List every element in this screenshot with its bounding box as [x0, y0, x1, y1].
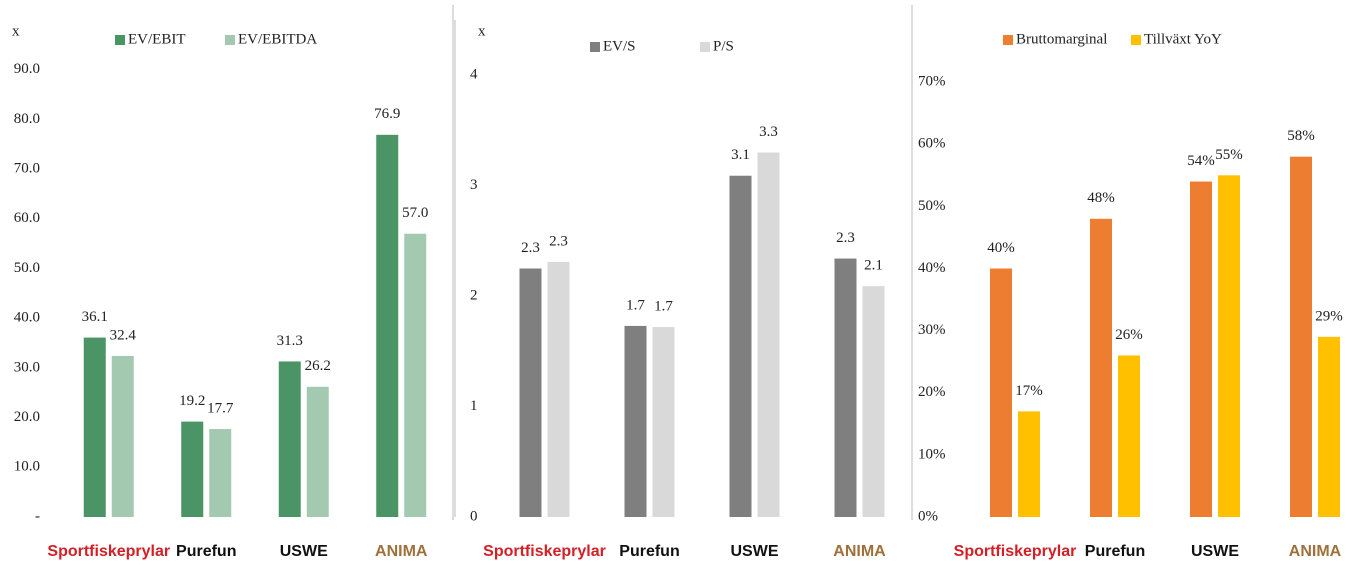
y-tick-label: 4: [470, 67, 478, 83]
data-label: 32.4: [110, 327, 137, 343]
legend-swatch: [590, 42, 600, 52]
category-label: ANIMA: [375, 543, 428, 560]
data-label: 1.7: [626, 297, 645, 313]
legend-swatch: [700, 42, 710, 52]
y-tick-label: 60.0: [14, 210, 40, 226]
category-label: Purefun: [176, 543, 236, 560]
data-label: 54%: [1187, 153, 1215, 169]
data-label: 17%: [1015, 383, 1043, 399]
y-tick-label: 40%: [918, 260, 946, 276]
bar: [111, 355, 134, 517]
data-label: 48%: [1087, 190, 1115, 206]
y-tick-label: 70.0: [14, 161, 40, 177]
data-label: 2.3: [549, 233, 568, 249]
y-tick-label: 40.0: [14, 310, 40, 326]
y-tick-label: 30%: [918, 322, 946, 338]
legend-label: EV/EBIT: [128, 31, 186, 47]
data-label: 2.1: [864, 258, 883, 274]
y-tick-label: 10.0: [14, 459, 40, 475]
bar: [404, 233, 427, 517]
data-label: 19.2: [179, 393, 205, 409]
y-tick-label: 0%: [918, 508, 938, 524]
legend-swatch: [1003, 35, 1013, 45]
data-label: 3.3: [759, 124, 778, 140]
y-tick-label: 50.0: [14, 260, 40, 276]
bar: [729, 175, 752, 517]
y-tick-label: 80.0: [14, 111, 40, 127]
y-tick-label: 10%: [918, 446, 946, 462]
y-tick-label: 20%: [918, 384, 946, 400]
data-label: 55%: [1215, 147, 1243, 163]
data-label: 76.9: [374, 106, 400, 122]
bar: [1090, 218, 1112, 518]
bar: [83, 337, 106, 517]
bar: [376, 134, 399, 517]
data-label: 1.7: [654, 298, 673, 314]
data-label: 2.3: [836, 230, 855, 246]
category-label: USWE: [1191, 543, 1239, 560]
y-tick-label: 30.0: [14, 359, 40, 375]
data-label: 17.7: [207, 400, 234, 416]
category-label: Purefun: [619, 543, 679, 560]
legend-swatch: [1131, 35, 1141, 45]
data-label: 36.1: [82, 309, 108, 325]
y-axis-label: x: [12, 23, 20, 39]
bar: [306, 386, 329, 517]
category-label: ANIMA: [833, 543, 886, 560]
data-label: 58%: [1287, 128, 1315, 144]
bar: [1218, 175, 1240, 517]
legend-swatch: [115, 35, 125, 45]
bar: [1190, 181, 1212, 517]
category-label: USWE: [731, 543, 779, 560]
bar: [834, 258, 857, 517]
legend-label: Tillväxt YoY: [1144, 31, 1222, 47]
category-label: Sportfiskeprylar: [47, 543, 170, 560]
data-label: 31.3: [277, 333, 303, 349]
y-tick-label: 2: [470, 288, 478, 304]
category-label: Purefun: [1085, 543, 1145, 560]
y-tick-label: 50%: [918, 198, 946, 214]
bar: [1290, 156, 1312, 518]
category-label: Sportfiskeprylar: [954, 543, 1077, 560]
bar: [990, 268, 1012, 517]
legend-swatch: [225, 35, 235, 45]
category-label: Sportfiskeprylar: [483, 543, 606, 560]
data-label: 2.3: [521, 240, 540, 256]
y-tick-label: 90.0: [14, 61, 40, 77]
bar: [1018, 411, 1040, 517]
data-label: 40%: [987, 240, 1015, 256]
bar: [519, 268, 542, 517]
data-label: 29%: [1315, 308, 1343, 324]
bar: [1318, 336, 1340, 517]
y-tick-label: 1: [470, 398, 478, 414]
bar: [181, 421, 204, 517]
category-label: USWE: [280, 543, 328, 560]
legend-label: P/S: [713, 38, 734, 54]
legend-label: EV/EBITDA: [238, 31, 317, 47]
data-label: 57.0: [402, 205, 428, 221]
bar: [652, 327, 675, 517]
y-tick-label: -: [35, 508, 40, 524]
y-axis-label: x: [478, 23, 486, 39]
y-tick-label: 20.0: [14, 409, 40, 425]
y-tick-label: 3: [470, 177, 478, 193]
category-label: ANIMA: [1289, 543, 1342, 560]
bar: [1118, 355, 1140, 517]
data-label: 26%: [1115, 327, 1143, 343]
bar: [862, 286, 885, 517]
bar: [278, 361, 301, 517]
y-tick-label: 70%: [918, 74, 946, 90]
bar: [757, 152, 780, 518]
data-label: 3.1: [731, 147, 750, 163]
data-label: 26.2: [305, 358, 331, 374]
y-tick-label: 60%: [918, 136, 946, 152]
legend-label: Bruttomarginal: [1016, 31, 1107, 47]
y-tick-label: 0: [470, 508, 478, 524]
bar: [624, 325, 647, 517]
bar: [547, 261, 570, 517]
bar: [209, 429, 232, 517]
legend-label: EV/S: [603, 38, 636, 54]
